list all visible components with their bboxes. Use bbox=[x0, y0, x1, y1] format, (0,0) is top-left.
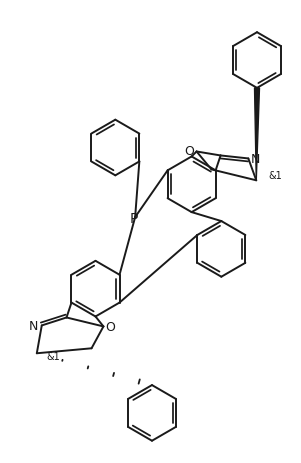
Text: P: P bbox=[130, 212, 138, 225]
Polygon shape bbox=[255, 88, 259, 181]
Text: N: N bbox=[29, 319, 39, 332]
Text: N: N bbox=[251, 153, 260, 166]
Text: O: O bbox=[105, 320, 115, 333]
Text: &1: &1 bbox=[47, 351, 61, 362]
Text: &1: &1 bbox=[268, 171, 282, 181]
Text: O: O bbox=[185, 144, 194, 157]
